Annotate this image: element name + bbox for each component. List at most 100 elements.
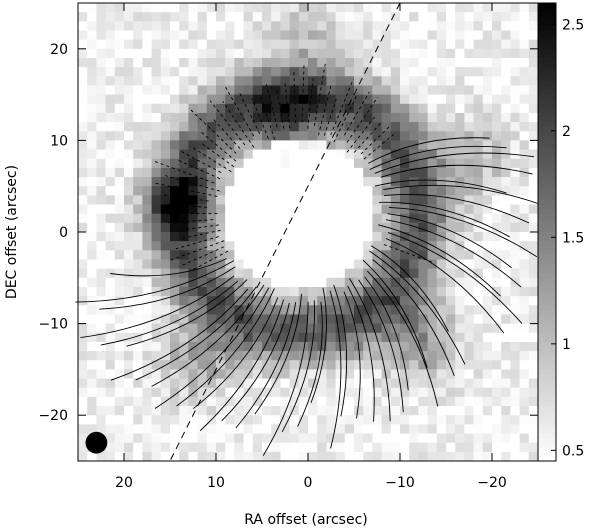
map-pixel bbox=[197, 149, 208, 160]
map-pixel bbox=[501, 12, 511, 22]
map-pixel bbox=[326, 314, 336, 324]
map-pixel bbox=[188, 57, 198, 68]
map-pixel bbox=[124, 213, 134, 224]
map-pixel bbox=[142, 30, 152, 41]
map-pixel bbox=[160, 433, 171, 444]
map-pixel bbox=[354, 442, 364, 453]
map-pixel bbox=[418, 424, 428, 434]
map-pixel bbox=[446, 341, 456, 352]
map-pixel bbox=[142, 387, 152, 398]
map-pixel bbox=[464, 442, 474, 453]
map-pixel bbox=[142, 341, 152, 352]
map-pixel bbox=[216, 296, 226, 306]
map-pixel bbox=[436, 250, 447, 260]
colorbar-cell bbox=[538, 227, 556, 233]
map-pixel bbox=[280, 424, 290, 434]
map-pixel bbox=[519, 195, 530, 205]
map-pixel bbox=[133, 433, 143, 444]
map-pixel bbox=[170, 57, 180, 68]
map-pixel bbox=[335, 433, 346, 444]
map-pixel bbox=[510, 67, 520, 77]
map-pixel bbox=[124, 341, 134, 352]
map-pixel bbox=[280, 296, 290, 306]
map-pixel bbox=[262, 158, 272, 169]
map-pixel bbox=[381, 250, 392, 260]
map-pixel bbox=[114, 387, 125, 398]
map-pixel bbox=[124, 296, 134, 306]
map-pixel bbox=[160, 277, 171, 288]
map-pixel bbox=[519, 387, 530, 398]
colorbar-ticks: 2.521.510.5 bbox=[551, 17, 584, 459]
map-pixel bbox=[455, 122, 465, 132]
map-pixel bbox=[188, 369, 198, 379]
map-pixel bbox=[482, 232, 493, 242]
map-pixel bbox=[280, 140, 290, 150]
map-pixel bbox=[197, 351, 208, 361]
map-pixel bbox=[179, 424, 189, 434]
map-pixel bbox=[436, 177, 447, 187]
map-pixel bbox=[455, 451, 465, 462]
map-pixel bbox=[335, 57, 346, 68]
map-pixel bbox=[225, 103, 235, 114]
map-pixel bbox=[105, 103, 116, 114]
map-pixel bbox=[262, 305, 272, 315]
map-pixel bbox=[363, 396, 373, 407]
map-pixel bbox=[225, 341, 235, 352]
map-pixel bbox=[436, 259, 447, 270]
map-pixel bbox=[482, 39, 493, 50]
map-pixel bbox=[317, 3, 327, 13]
map-pixel bbox=[234, 167, 244, 178]
map-pixel bbox=[390, 30, 401, 41]
map-pixel bbox=[197, 21, 208, 31]
contour-dashed-segment bbox=[360, 125, 391, 155]
map-pixel bbox=[427, 76, 438, 86]
map-pixel bbox=[308, 48, 318, 59]
map-pixel bbox=[344, 112, 355, 123]
map-pixel bbox=[446, 396, 456, 407]
map-pixel bbox=[519, 351, 530, 361]
map-pixel bbox=[381, 387, 392, 398]
map-pixel bbox=[216, 360, 226, 370]
map-pixel bbox=[317, 369, 327, 379]
map-pixel bbox=[409, 424, 419, 434]
map-pixel bbox=[473, 286, 484, 297]
map-pixel bbox=[133, 48, 143, 59]
map-pixel bbox=[114, 48, 125, 59]
map-pixel bbox=[473, 378, 484, 389]
map-pixel bbox=[133, 30, 143, 41]
map-pixel bbox=[124, 259, 134, 270]
map-pixel bbox=[96, 195, 106, 205]
map-pixel bbox=[510, 140, 520, 150]
map-pixel bbox=[252, 259, 263, 270]
map-pixel bbox=[170, 177, 180, 187]
map-pixel bbox=[179, 332, 189, 343]
map-pixel bbox=[400, 76, 410, 86]
map-pixel bbox=[142, 451, 152, 462]
map-pixel bbox=[188, 140, 198, 150]
map-pixel bbox=[160, 341, 171, 352]
map-pixel bbox=[96, 396, 106, 407]
map-pixel bbox=[216, 21, 226, 31]
map-pixel bbox=[473, 296, 484, 306]
map-pixel bbox=[179, 369, 189, 379]
map-pixel bbox=[427, 21, 438, 31]
map-pixel bbox=[289, 186, 300, 196]
map-pixel bbox=[308, 250, 318, 260]
map-pixel bbox=[344, 442, 355, 453]
map-pixel bbox=[344, 378, 355, 389]
map-pixel bbox=[114, 268, 125, 279]
map-pixel bbox=[427, 67, 438, 77]
map-pixel bbox=[308, 268, 318, 279]
map-pixel bbox=[216, 48, 226, 59]
map-pixel bbox=[105, 259, 116, 270]
map-pixel bbox=[482, 351, 493, 361]
map-pixel bbox=[335, 268, 346, 279]
map-pixel bbox=[225, 177, 235, 187]
map-pixel bbox=[243, 30, 254, 41]
map-pixel bbox=[326, 112, 336, 123]
map-pixel bbox=[78, 131, 88, 141]
map-pixel bbox=[289, 57, 300, 68]
map-pixel bbox=[188, 433, 198, 444]
map-pixel bbox=[492, 158, 502, 169]
map-pixel bbox=[482, 167, 493, 178]
